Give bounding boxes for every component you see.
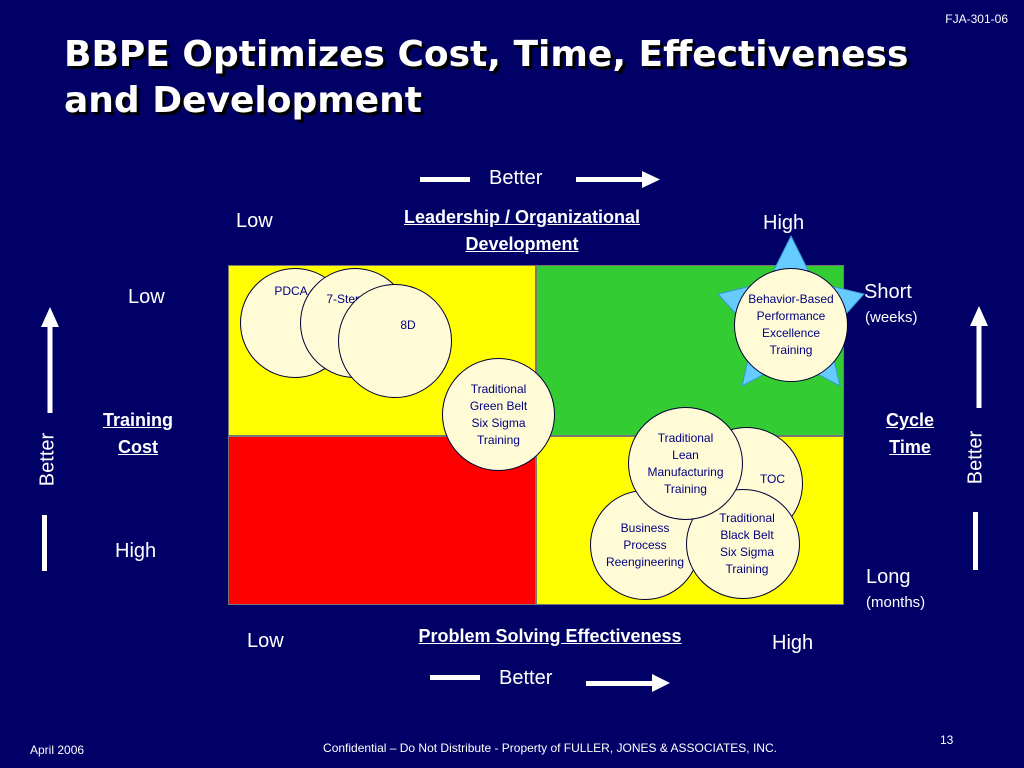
left-axis-title-line-1: Training: [102, 410, 173, 430]
green-belt-line-2: Green Belt: [469, 398, 528, 413]
black-belt-line-3: Six Sigma: [719, 545, 775, 559]
bbpe-line-2: Performance: [756, 309, 826, 323]
bpr-line-1: Business: [620, 520, 670, 535]
bottom-axis-low-label: Low: [247, 630, 284, 652]
slide-id: FJA-301-06: [945, 12, 1008, 26]
top-axis-high-label: High: [763, 212, 805, 234]
lean-line-1: Traditional: [657, 430, 714, 445]
method-toc-label: TOC: [759, 472, 786, 486]
black-belt-line-4: Training: [725, 562, 769, 576]
bpr-line-2: Process: [623, 537, 667, 552]
green-belt-line-4: Training: [477, 432, 520, 447]
method-8d: 8D: [338, 284, 452, 398]
bottom-axis-title: Problem Solving Effectiveness: [418, 626, 682, 646]
top-better-arrow-icon: [420, 171, 660, 188]
lean-line-2: Lean: [672, 447, 699, 462]
footer-confidential: Confidential – Do Not Distribute - Prope…: [323, 741, 777, 755]
right-axis-title: Cycle Time: [850, 407, 970, 461]
bbpe-line-1: Behavior-Based: [748, 292, 834, 306]
bottom-axis-better-label: Better: [499, 667, 553, 689]
method-lean: Traditional Lean Manufacturing Training: [628, 407, 743, 520]
right-axis-short-unit: (weeks): [865, 309, 918, 326]
right-better-arrow-icon: [970, 306, 988, 570]
slide-title: BBPE Optimizes Cost, Time, Effectiveness…: [64, 32, 964, 124]
top-axis-title-line-2: Development: [465, 234, 579, 254]
bottom-axis-high-label: High: [772, 632, 814, 654]
lean-line-3: Manufacturing: [647, 464, 724, 479]
title-line-2: and Development: [64, 80, 423, 121]
right-axis-better-label: Better: [964, 430, 987, 485]
bbpe-line-3: Excellence: [761, 326, 820, 340]
method-black-belt: Traditional Black Belt Six Sigma Trainin…: [686, 489, 800, 599]
left-axis-high-label: High: [115, 540, 157, 562]
black-belt-line-2: Black Belt: [720, 528, 774, 542]
right-axis-title-line-2: Time: [889, 437, 931, 457]
footer-date: April 2006: [30, 743, 85, 757]
right-axis-title-line-1: Cycle: [885, 410, 935, 430]
green-belt-line-3: Six Sigma: [471, 415, 526, 430]
method-pdca-label: PDCA: [274, 284, 308, 298]
left-axis-title-line-2: Cost: [118, 437, 158, 457]
bbpe-line-4: Training: [769, 343, 813, 357]
title-line-1: BBPE Optimizes Cost, Time, Effectiveness: [64, 34, 909, 75]
bpr-line-3: Reengineering: [605, 554, 685, 569]
right-axis-short-label: Short: [864, 281, 912, 303]
bottom-better-arrow-icon: [430, 674, 670, 692]
top-axis-title: Leadership / Organizational Development: [352, 204, 692, 258]
right-axis-long-unit: (months): [866, 594, 926, 611]
method-green-belt: Traditional Green Belt Six Sigma Trainin…: [442, 358, 555, 471]
page-number: 13: [940, 733, 954, 747]
right-axis-long-label: Long: [866, 566, 911, 588]
left-better-arrow-icon: [41, 307, 59, 571]
black-belt-line-1: Traditional: [719, 511, 775, 525]
top-axis-better-label: Better: [489, 167, 543, 189]
method-bbpe: Behavior-Based Performance Excellence Tr…: [734, 268, 848, 382]
left-axis-better-label: Better: [36, 432, 59, 487]
left-axis-low-label: Low: [128, 286, 165, 308]
lean-line-4: Training: [664, 481, 707, 496]
left-axis-title: Training Cost: [78, 407, 198, 461]
top-axis-low-label: Low: [236, 210, 273, 232]
green-belt-line-1: Traditional: [470, 381, 527, 396]
method-8d-label: 8D: [400, 318, 416, 332]
top-axis-title-line-1: Leadership / Organizational: [403, 207, 641, 227]
